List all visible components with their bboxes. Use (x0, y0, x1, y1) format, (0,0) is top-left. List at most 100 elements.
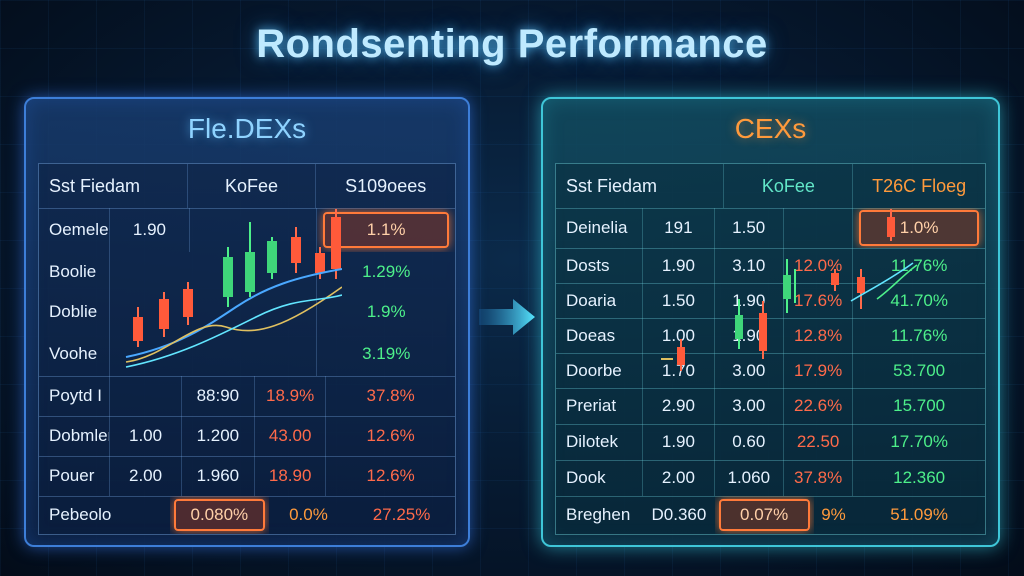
cex-cell: Doorbe (556, 353, 644, 388)
dex-header-col-1: Sst Fiedam (39, 164, 188, 208)
dex-row-4[interactable]: Voohe 3.19% (39, 332, 455, 377)
dex-row-label: Voohe (39, 332, 111, 376)
cex-footer-cell: 9% (821, 505, 846, 524)
cex-cell: 191 (643, 208, 715, 248)
dex-footer-label: Pebeolo (49, 505, 112, 524)
dex-cell (110, 376, 182, 416)
cex-cell: 12.0% (784, 248, 854, 283)
cex-table: Sst Fiedam KoFee T26C Floeg Deinelia 191… (555, 163, 986, 535)
cex-footer-cell: 51.09% (890, 505, 948, 524)
dex-header-row: Sst Fiedam KoFee S109oees (39, 164, 455, 209)
cex-cell: 37.8% (784, 460, 854, 496)
cex-footer-badge-cell: 0.07% (715, 496, 814, 534)
cex-cell: 41.70% (890, 290, 948, 310)
cex-cell: 3.00 (715, 388, 784, 424)
cex-cell: Doeas (556, 318, 644, 353)
dex-cell: 12.6% (366, 426, 415, 445)
cex-cell: 1.90 (715, 318, 784, 353)
cex-cell: 1.50 (715, 208, 784, 248)
cex-cell: Preriat (556, 388, 644, 424)
dex-chart-spacer (110, 292, 316, 332)
cex-cell: 1.90 (715, 283, 784, 318)
cex-row-4[interactable]: Doeas 1.00 1.90 12.8% 11.76% (556, 318, 985, 354)
dex-cell: 2.00 (110, 456, 182, 496)
dex-row-pct: 1.1% (316, 208, 455, 252)
cex-cell: 0.60 (715, 424, 784, 460)
cex-header-row: Sst Fiedam KoFee T26C Floeg (556, 164, 985, 209)
cex-footer-label: Breghen (566, 505, 631, 524)
cex-highlight-badge[interactable]: 1.0% (859, 210, 980, 246)
cex-cell: 1.90 (643, 248, 715, 283)
dex-cell: 1.00 (110, 416, 182, 456)
dex-row-2[interactable]: Boolie 1.29% (39, 252, 455, 292)
dex-panel: Fle.DEXs Sst Fiedam KoFee S109oees Oemel… (24, 97, 470, 547)
cex-cell: Deinelia (556, 208, 644, 248)
dex-cell: 88:90 (182, 376, 255, 416)
cex-cell: Dosts (556, 248, 644, 283)
dex-cell: 43.00 (255, 416, 327, 456)
dex-row-1[interactable]: Oemele 1.90 1.1% (39, 208, 455, 252)
cex-cell: 1.90 (643, 424, 715, 460)
cex-cell: 3.00 (715, 353, 784, 388)
dex-row-7[interactable]: Pouer 2.00 1.960 18.90 12.6% (39, 456, 455, 497)
cex-cell: 53.700 (893, 360, 946, 380)
dex-row-label: Boolie (39, 252, 111, 292)
cex-cell: 22.6% (784, 388, 854, 424)
dex-cell: Dobmler (39, 416, 111, 456)
cex-row-6[interactable]: Preriat 2.90 3.00 22.6% 15.700 (556, 388, 985, 425)
cex-cell: 1.00 (643, 318, 715, 353)
cex-footer-row[interactable]: Breghen D0.360 0.07% 9% 51.09% (556, 496, 985, 534)
dex-footer-row[interactable]: Pebeolo 0.080% 0.0% 27.25% (39, 496, 455, 534)
cex-row-8[interactable]: Dook 2.00 1.060 37.8% 12.360 (556, 460, 985, 497)
dex-chart-spacer (110, 332, 316, 376)
cex-cell: 17.70% (890, 432, 948, 451)
dex-table: Sst Fiedam KoFee S109oees Oemele 1.90 1.… (38, 163, 456, 535)
cex-cell: 22.50 (784, 424, 854, 460)
dex-cell: Pouer (39, 456, 111, 496)
cex-cell: 1.50 (643, 283, 715, 318)
dex-cell: 18.9% (255, 376, 327, 416)
cex-panel-title: CEXs (734, 113, 807, 144)
dex-panel-title: Fle.DEXs (187, 113, 307, 144)
cex-header-col-2: KoFee (724, 164, 854, 208)
dex-row-5[interactable]: Poytd I 88:90 18.9% 37.8% (39, 376, 455, 417)
cex-cell: Dook (556, 460, 644, 496)
cex-footer-cell: D0.360 (651, 505, 707, 524)
cex-cell: 2.90 (643, 388, 715, 424)
cex-panel: CEXs Sst Fiedam KoFee T26C Floeg Deineli… (541, 97, 1000, 547)
dex-cell: 18.90 (255, 456, 327, 496)
dex-row-6[interactable]: Dobmler 1.00 1.200 43.00 12.6% (39, 416, 455, 457)
cex-row-3[interactable]: Doaria 1.50 1.90 17.6% 41.70% (556, 283, 985, 319)
cex-row-1[interactable]: Deinelia 191 1.50 1.0% (556, 208, 985, 249)
cex-cell: 17.6% (784, 283, 854, 318)
dex-cell: 1.960 (182, 456, 255, 496)
cex-cell: 11.76% (890, 325, 948, 345)
dex-row-pct: 3.19% (316, 332, 455, 376)
cex-cell: 12.8% (784, 318, 854, 353)
cex-cell: 12.360 (893, 468, 946, 487)
dex-row-3[interactable]: Doblie 1.9% (39, 292, 455, 332)
dex-footer-cell: 0.0% (289, 505, 328, 524)
cex-cell: 2.00 (643, 460, 715, 496)
dex-cell: 37.8% (366, 386, 415, 405)
page-title: Rondsenting Performance (256, 22, 768, 66)
cex-row-2[interactable]: Dosts 1.90 3.10 12.0% 11.76% (556, 248, 985, 284)
dex-header-col-3: S109oees (345, 175, 427, 196)
dex-row-value: 1.90 (110, 208, 190, 252)
cex-cell: 1.060 (715, 460, 784, 496)
cex-row-5[interactable]: Doorbe 1.70 3.00 17.9% 53.700 (556, 353, 985, 389)
dex-footer-badge[interactable]: 0.080% (173, 499, 265, 531)
cex-footer-badge[interactable]: 0.07% (718, 499, 810, 531)
cex-cell: 3.10 (715, 248, 784, 283)
dex-row-pct: 1.29% (316, 252, 455, 292)
cex-cell: 17.9% (784, 353, 854, 388)
dex-cell: 12.6% (366, 466, 415, 485)
dex-footer-badge-cell: 0.080% (170, 496, 269, 534)
dex-highlight-badge[interactable]: 1.1% (323, 212, 449, 248)
cex-cell: Dilotek (556, 424, 644, 460)
dex-cell: Poytd I (39, 376, 111, 416)
dex-cell: 1.200 (182, 416, 255, 456)
dex-chart-spacer (110, 252, 316, 292)
cex-header-col-3: T26C Floeg (872, 175, 967, 196)
cex-row-7[interactable]: Dilotek 1.90 0.60 22.50 17.70% (556, 424, 985, 461)
